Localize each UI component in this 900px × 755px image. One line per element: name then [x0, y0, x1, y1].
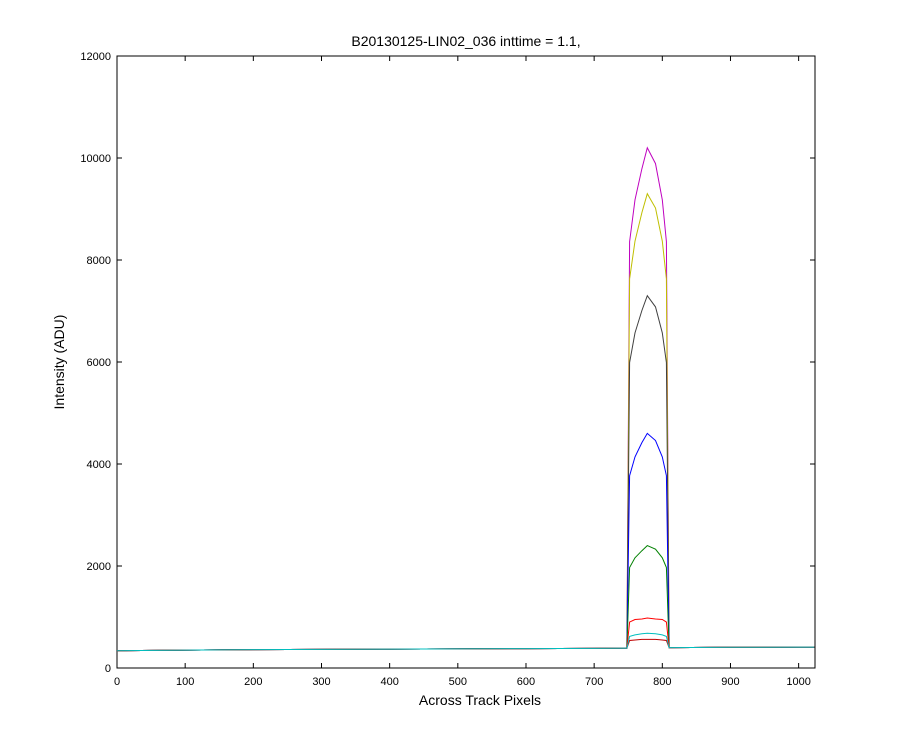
y-tick-label: 0 — [105, 663, 111, 675]
chart-title: B20130125-LIN02_036 inttime = 1.1, — [351, 33, 580, 49]
y-tick-label: 4000 — [87, 459, 111, 471]
x-tick-label: 500 — [449, 676, 467, 688]
plot-frame — [116, 55, 816, 669]
x-tick-label: 100 — [176, 676, 194, 688]
y-axis-label: Intensity (ADU) — [51, 315, 67, 410]
x-tick-label: 300 — [312, 676, 330, 688]
x-axis-label: Across Track Pixels — [419, 692, 541, 708]
x-tick-label: 700 — [585, 676, 603, 688]
y-tick-label: 6000 — [87, 357, 111, 369]
y-tick-label: 12000 — [80, 51, 111, 63]
x-tick-label: 200 — [244, 676, 262, 688]
y-tick-label: 8000 — [87, 255, 111, 267]
x-tick-label: 400 — [380, 676, 398, 688]
series-line — [116, 632, 815, 652]
x-tick-label: 800 — [653, 676, 671, 688]
y-tick-label: 2000 — [87, 561, 111, 573]
x-tick-label: 0 — [114, 676, 120, 688]
y-tick-label: 10000 — [80, 153, 111, 165]
x-tick-label: 600 — [517, 676, 535, 688]
x-tick-label: 1000 — [786, 676, 810, 688]
x-tick-label: 900 — [721, 676, 739, 688]
